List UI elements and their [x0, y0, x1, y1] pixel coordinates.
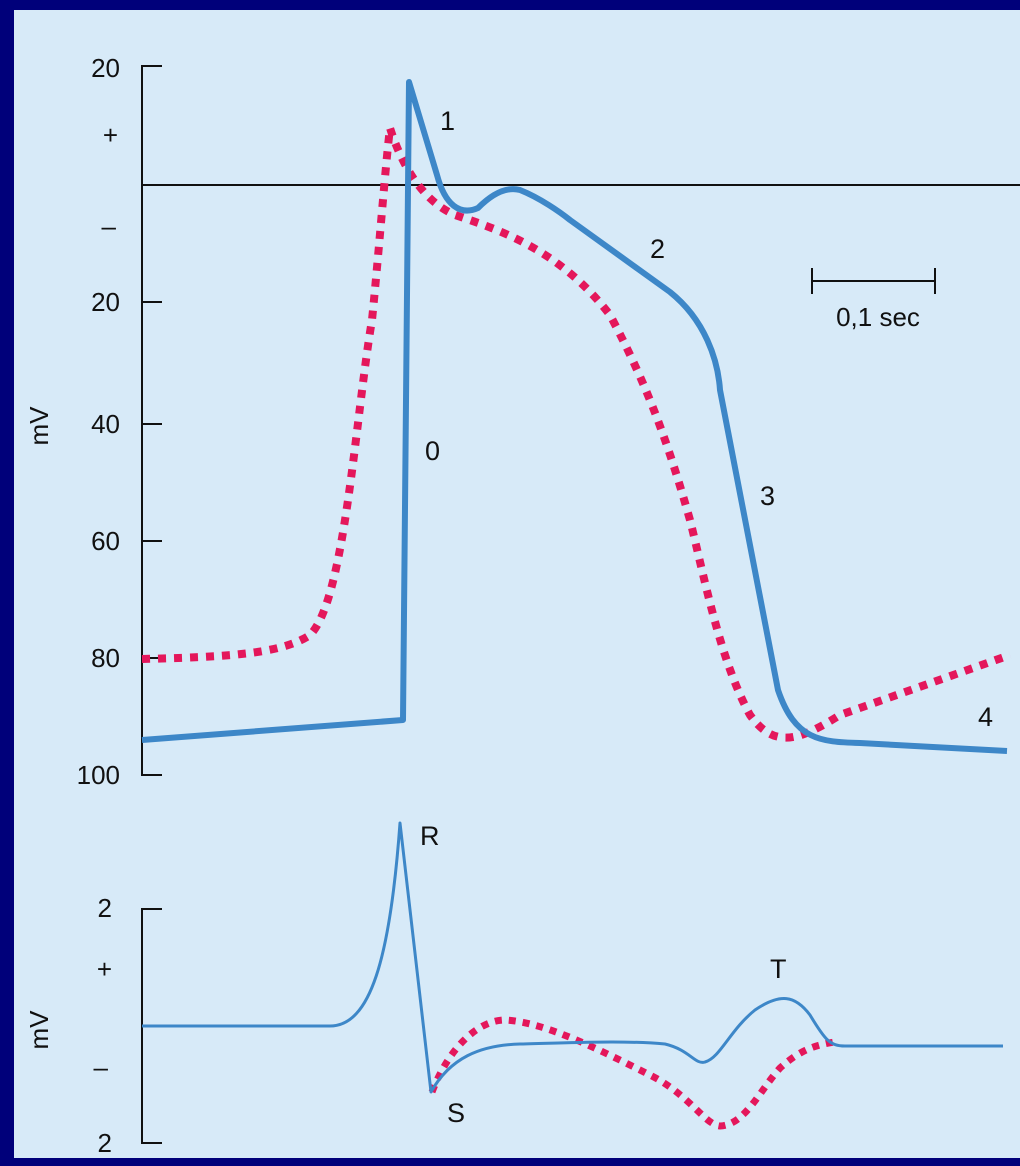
top-tick-label-60: 60	[91, 526, 120, 556]
ecg-panel: 2 + – 2 mV R S T	[24, 821, 1003, 1158]
top-tick-label-80: 80	[91, 643, 120, 673]
s-wave-label: S	[447, 1098, 465, 1128]
top-tick-label-20: 20	[91, 53, 120, 83]
atrial-potential-curve	[141, 126, 1012, 742]
bottom-tick-label-minus: –	[94, 1052, 109, 1082]
time-scale-bar	[811, 268, 936, 294]
top-tick-label-20-neg: 20	[91, 287, 120, 317]
bottom-tick-label-plus: +	[97, 954, 112, 984]
phase-2-label: 2	[650, 234, 665, 264]
top-tick-label-plus: +	[103, 120, 118, 150]
bottom-tick-label-2-bottom: 2	[98, 1128, 112, 1158]
ecg-curve	[142, 821, 1003, 1094]
top-tick-label-40: 40	[91, 409, 120, 439]
top-y-axis	[141, 65, 162, 776]
atrial-ecg-curve	[428, 1016, 836, 1130]
ventricular-potential-curve	[141, 79, 1008, 754]
bottom-axis-title: mV	[24, 1010, 54, 1050]
phase-4-label: 4	[978, 702, 993, 732]
t-wave-label: T	[770, 954, 787, 984]
r-wave-label: R	[420, 821, 440, 851]
bottom-tick-label-2-top: 2	[98, 893, 112, 923]
top-tick-label-100: 100	[77, 760, 120, 790]
phase-3-label: 3	[760, 481, 775, 511]
top-axis-title: mV	[24, 406, 54, 446]
phase-0-label: 0	[425, 436, 440, 466]
action-potential-panel: 20 + – 20 40 60 80 100 mV 0 1 2 3 4 0,1 …	[24, 53, 1020, 790]
top-tick-label-minus: –	[102, 211, 117, 241]
time-scale-label: 0,1 sec	[836, 302, 920, 332]
figure-panel	[14, 10, 1020, 1158]
phase-1-label: 1	[440, 106, 455, 136]
